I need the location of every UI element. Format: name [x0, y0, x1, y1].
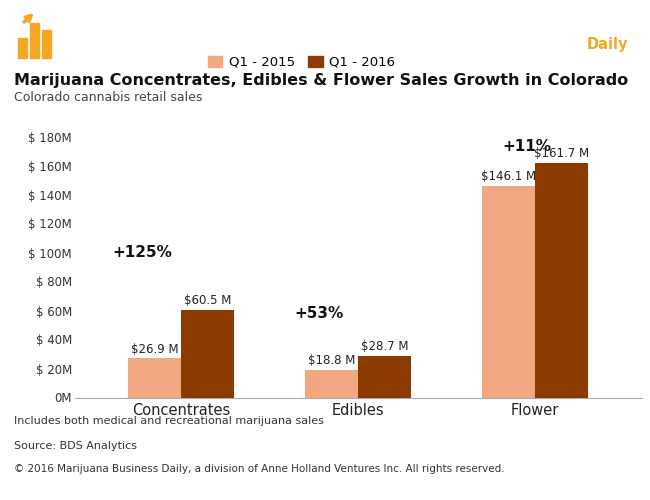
Text: Daily: Daily: [586, 36, 628, 52]
Bar: [30, 23, 39, 58]
Text: $28.7 M: $28.7 M: [361, 340, 408, 353]
Text: Chart of the Week: Chart of the Week: [62, 23, 289, 43]
Text: $18.8 M: $18.8 M: [308, 354, 356, 368]
Text: Marijuana: Marijuana: [545, 14, 628, 28]
Bar: [42, 30, 51, 58]
Text: $26.9 M: $26.9 M: [131, 342, 178, 355]
Text: +125%: +125%: [112, 245, 172, 260]
Text: Marijuana Concentrates, Edibles & Flower Sales Growth in Colorado: Marijuana Concentrates, Edibles & Flower…: [14, 72, 629, 88]
Bar: [128, 358, 181, 398]
Bar: [305, 370, 358, 398]
Text: Business: Business: [530, 36, 608, 52]
Legend: Q1 - 2015, Q1 - 2016: Q1 - 2015, Q1 - 2016: [202, 50, 400, 74]
Bar: [482, 186, 536, 398]
Bar: [18, 38, 27, 58]
Text: $146.1 M: $146.1 M: [481, 170, 536, 183]
Text: © 2016 Marijuana Business Daily, a division of Anne Holland Ventures Inc. All ri: © 2016 Marijuana Business Daily, a divis…: [14, 464, 505, 474]
Text: Colorado cannabis retail sales: Colorado cannabis retail sales: [14, 91, 203, 104]
Text: +11%: +11%: [502, 139, 551, 154]
Text: +53%: +53%: [294, 306, 344, 320]
Bar: [181, 310, 234, 398]
Text: $161.7 M: $161.7 M: [534, 147, 590, 160]
Text: Includes both medical and recreational marijuana sales: Includes both medical and recreational m…: [14, 416, 324, 426]
Text: Source: BDS Analytics: Source: BDS Analytics: [14, 441, 137, 451]
Text: $60.5 M: $60.5 M: [184, 294, 231, 307]
Bar: [358, 356, 411, 398]
Bar: [536, 163, 588, 398]
